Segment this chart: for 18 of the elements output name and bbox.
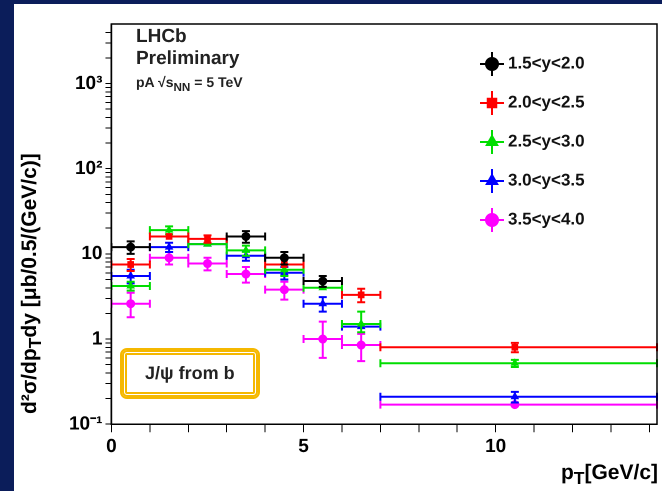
y-tick-label: 1 [92,328,103,350]
y-tick-label: 10³ [74,72,102,94]
annotation: pA √s$_{NN}$ = 5 TeV [136,74,243,94]
x-tick-label: 5 [298,436,310,457]
annotation: LHCb [136,26,187,48]
x-axis-title: p$_{T}$[GeV/c] [560,460,658,489]
legend-label: 2.5<y<3.0 [508,132,585,151]
y-tick-label: 10² [74,158,102,179]
annotation: J/ψ from b [122,350,258,397]
annotation: Preliminary [136,48,240,70]
legend-label: 1.5<y<2.0 [508,54,585,73]
legend-label: 3.0<y<3.5 [508,170,585,190]
x-tick-label: 10 [485,436,506,457]
y-tick-label: 10 [81,243,102,264]
x-tick-label: 0 [106,436,117,457]
y-tick-label: 10⁻¹ [68,413,102,434]
legend-label: 2.0<y<2.5 [508,92,585,112]
legend-label: 3.5<y<4.0 [508,210,585,229]
